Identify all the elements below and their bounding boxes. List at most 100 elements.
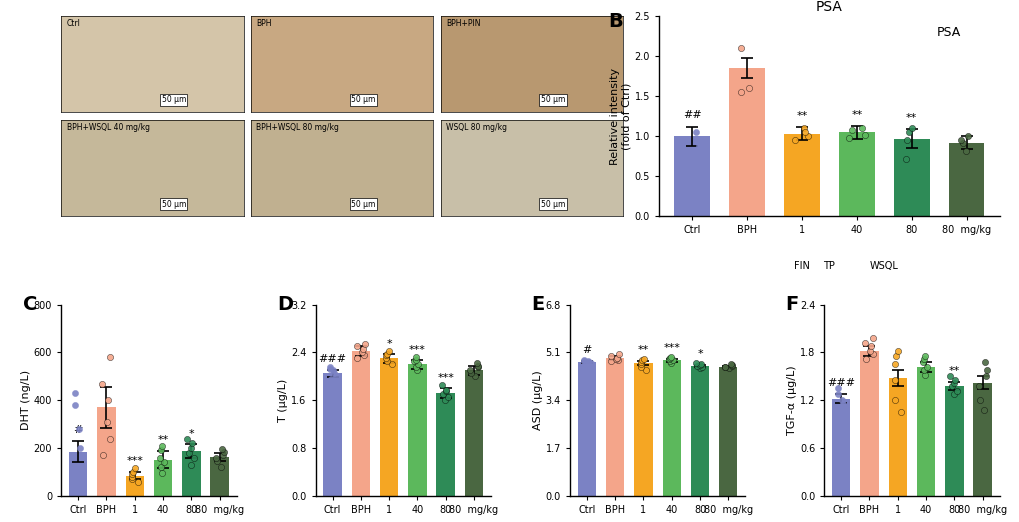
Text: BPH: BPH bbox=[256, 19, 272, 28]
Point bbox=[829, 390, 846, 398]
Point bbox=[632, 363, 648, 371]
Text: WSQL 80 mg/kg: WSQL 80 mg/kg bbox=[445, 123, 506, 132]
Y-axis label: TGF-α (μg/L): TGF-α (μg/L) bbox=[787, 365, 796, 435]
Text: ##: ## bbox=[682, 111, 701, 121]
Bar bbox=[718, 366, 737, 496]
Point bbox=[326, 369, 342, 377]
Point bbox=[632, 358, 648, 366]
Point bbox=[129, 478, 146, 486]
Point bbox=[434, 390, 450, 398]
Point bbox=[691, 141, 707, 150]
Point bbox=[943, 382, 959, 390]
Point bbox=[687, 128, 703, 136]
Point bbox=[971, 396, 987, 405]
Text: **: ** bbox=[157, 435, 168, 445]
Text: D: D bbox=[277, 295, 292, 314]
Point bbox=[892, 408, 908, 417]
Text: 50 μm: 50 μm bbox=[540, 96, 565, 104]
Point bbox=[661, 357, 678, 365]
Y-axis label: Relative intensity
(fold of Ctrl): Relative intensity (fold of Ctrl) bbox=[609, 67, 631, 164]
Point bbox=[832, 408, 848, 417]
Bar bbox=[945, 386, 963, 496]
Point bbox=[903, 124, 919, 132]
Point bbox=[836, 404, 852, 412]
Point bbox=[348, 354, 365, 363]
Point bbox=[124, 475, 141, 483]
Point bbox=[214, 445, 230, 454]
Text: ***: *** bbox=[409, 345, 425, 354]
Point bbox=[357, 339, 373, 348]
Point bbox=[694, 363, 710, 371]
Text: 50 μm: 50 μm bbox=[351, 96, 375, 104]
Point bbox=[212, 463, 228, 471]
Bar bbox=[97, 408, 115, 496]
Point bbox=[579, 357, 595, 365]
Point bbox=[976, 358, 993, 366]
Bar bbox=[605, 358, 624, 496]
Point bbox=[321, 365, 337, 373]
Point bbox=[94, 379, 110, 388]
Point bbox=[692, 360, 708, 369]
Point bbox=[786, 136, 802, 144]
Point bbox=[915, 354, 931, 363]
Point bbox=[889, 347, 905, 355]
Point bbox=[691, 361, 707, 369]
Bar bbox=[408, 364, 426, 496]
Point bbox=[716, 363, 733, 372]
Text: 50 μm: 50 μm bbox=[161, 96, 185, 104]
Text: ***: *** bbox=[662, 343, 680, 353]
Text: *: * bbox=[189, 429, 194, 438]
Text: **: ** bbox=[948, 366, 959, 376]
Point bbox=[864, 334, 880, 342]
Point bbox=[381, 347, 397, 355]
Point bbox=[354, 346, 370, 354]
Point bbox=[722, 360, 739, 369]
Point bbox=[101, 434, 117, 443]
Point bbox=[126, 464, 143, 472]
Text: E: E bbox=[531, 295, 544, 314]
Point bbox=[887, 376, 903, 385]
Text: ###: ### bbox=[318, 354, 346, 364]
Point bbox=[180, 449, 197, 457]
Bar bbox=[784, 134, 819, 217]
Text: ***: *** bbox=[126, 456, 143, 466]
Point bbox=[463, 369, 479, 377]
Bar bbox=[893, 138, 928, 217]
Point bbox=[408, 353, 424, 361]
Point bbox=[467, 372, 483, 381]
Point bbox=[915, 366, 931, 374]
Point bbox=[124, 468, 141, 476]
Point bbox=[662, 359, 679, 367]
Point bbox=[582, 359, 598, 367]
Y-axis label: ASD (μg/L): ASD (μg/L) bbox=[532, 371, 542, 430]
Point bbox=[437, 396, 453, 405]
Text: F: F bbox=[785, 295, 798, 314]
Point bbox=[660, 355, 677, 363]
Point bbox=[208, 454, 224, 462]
Text: ###: ### bbox=[826, 378, 854, 388]
Point bbox=[632, 360, 648, 369]
Point bbox=[856, 130, 872, 139]
Point bbox=[916, 351, 932, 360]
Text: WSQL: WSQL bbox=[869, 260, 898, 270]
Bar bbox=[577, 362, 595, 496]
Point bbox=[795, 124, 811, 132]
Point bbox=[954, 138, 970, 147]
Point bbox=[215, 447, 231, 456]
Bar bbox=[379, 359, 397, 496]
Text: C: C bbox=[22, 295, 37, 314]
Point bbox=[733, 44, 749, 52]
Point bbox=[691, 363, 707, 372]
Bar bbox=[888, 378, 906, 496]
Text: BPH+WSQL 80 mg/kg: BPH+WSQL 80 mg/kg bbox=[256, 123, 339, 132]
Text: B: B bbox=[607, 11, 623, 31]
Point bbox=[577, 360, 593, 369]
Point bbox=[797, 128, 813, 136]
Point bbox=[438, 385, 454, 394]
Text: **: ** bbox=[637, 346, 648, 355]
Point bbox=[407, 355, 423, 364]
Point bbox=[602, 352, 619, 360]
Point bbox=[843, 125, 859, 134]
Point bbox=[887, 360, 903, 369]
Point bbox=[183, 439, 200, 447]
